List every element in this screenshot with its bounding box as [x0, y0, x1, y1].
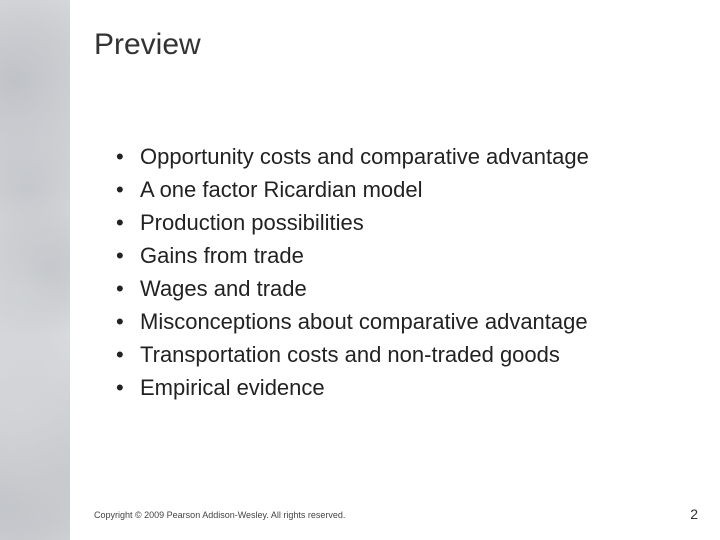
- bullet-list: Opportunity costs and comparative advant…: [94, 140, 700, 404]
- slide-body: Preview Opportunity costs and comparativ…: [70, 0, 720, 540]
- list-item: Opportunity costs and comparative advant…: [116, 140, 700, 173]
- list-item: A one factor Ricardian model: [116, 173, 700, 206]
- list-item: Transportation costs and non-traded good…: [116, 338, 700, 371]
- list-item: Wages and trade: [116, 272, 700, 305]
- slide-title: Preview: [94, 28, 700, 62]
- copyright-footer: Copyright © 2009 Pearson Addison-Wesley.…: [94, 510, 345, 520]
- list-item: Misconceptions about comparative advanta…: [116, 305, 700, 338]
- list-item: Empirical evidence: [116, 371, 700, 404]
- decorative-left-texture: [0, 0, 70, 540]
- list-item: Production possibilities: [116, 206, 700, 239]
- list-item: Gains from trade: [116, 239, 700, 272]
- page-number: 2: [690, 506, 698, 522]
